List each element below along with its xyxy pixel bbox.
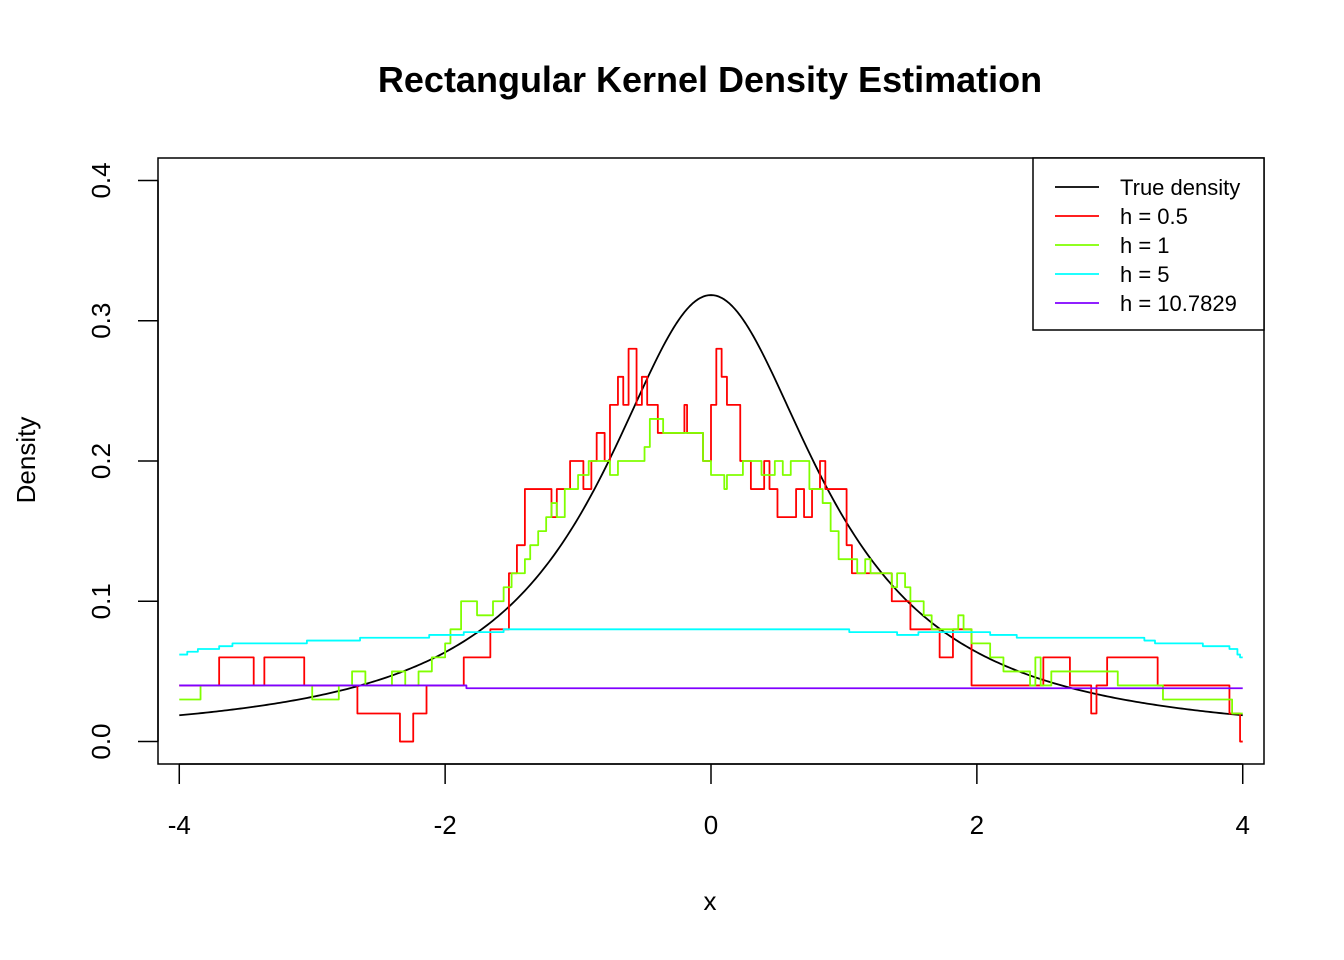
y-axis-label: Density xyxy=(11,417,41,504)
series-line-2 xyxy=(179,418,1243,715)
chart-title: Rectangular Kernel Density Estimation xyxy=(378,59,1042,100)
y-tick-label: 0.4 xyxy=(86,162,116,198)
x-axis: -4 -2 0 2 4 xyxy=(168,763,1250,840)
y-axis: 0.0 0.1 0.2 0.3 0.4 xyxy=(86,162,159,760)
x-tick-label: 0 xyxy=(704,810,718,840)
x-tick-label: -4 xyxy=(168,810,191,840)
series-line-3 xyxy=(179,628,1243,659)
legend-label: h = 0.5 xyxy=(1120,204,1188,229)
y-tick-label: 0.1 xyxy=(86,583,116,619)
series-line-1 xyxy=(179,347,1243,743)
legend: True density h = 0.5 h = 1 h = 5 h = 10.7829 xyxy=(1032,157,1265,331)
x-tick-label: 4 xyxy=(1235,810,1249,840)
y-tick-label: 0.3 xyxy=(86,303,116,339)
legend-label: h = 10.7829 xyxy=(1120,291,1237,316)
legend-label: h = 1 xyxy=(1120,233,1170,258)
x-axis-label: x xyxy=(704,886,717,916)
x-tick-label: -2 xyxy=(434,810,457,840)
legend-label: h = 5 xyxy=(1120,262,1170,287)
series-line-0 xyxy=(179,294,1243,717)
x-tick-label: 2 xyxy=(970,810,984,840)
series-layer xyxy=(179,294,1243,743)
legend-label: True density xyxy=(1120,175,1240,200)
y-tick-label: 0.0 xyxy=(86,723,116,759)
series-line-4 xyxy=(179,684,1243,690)
y-tick-label: 0.2 xyxy=(86,443,116,479)
